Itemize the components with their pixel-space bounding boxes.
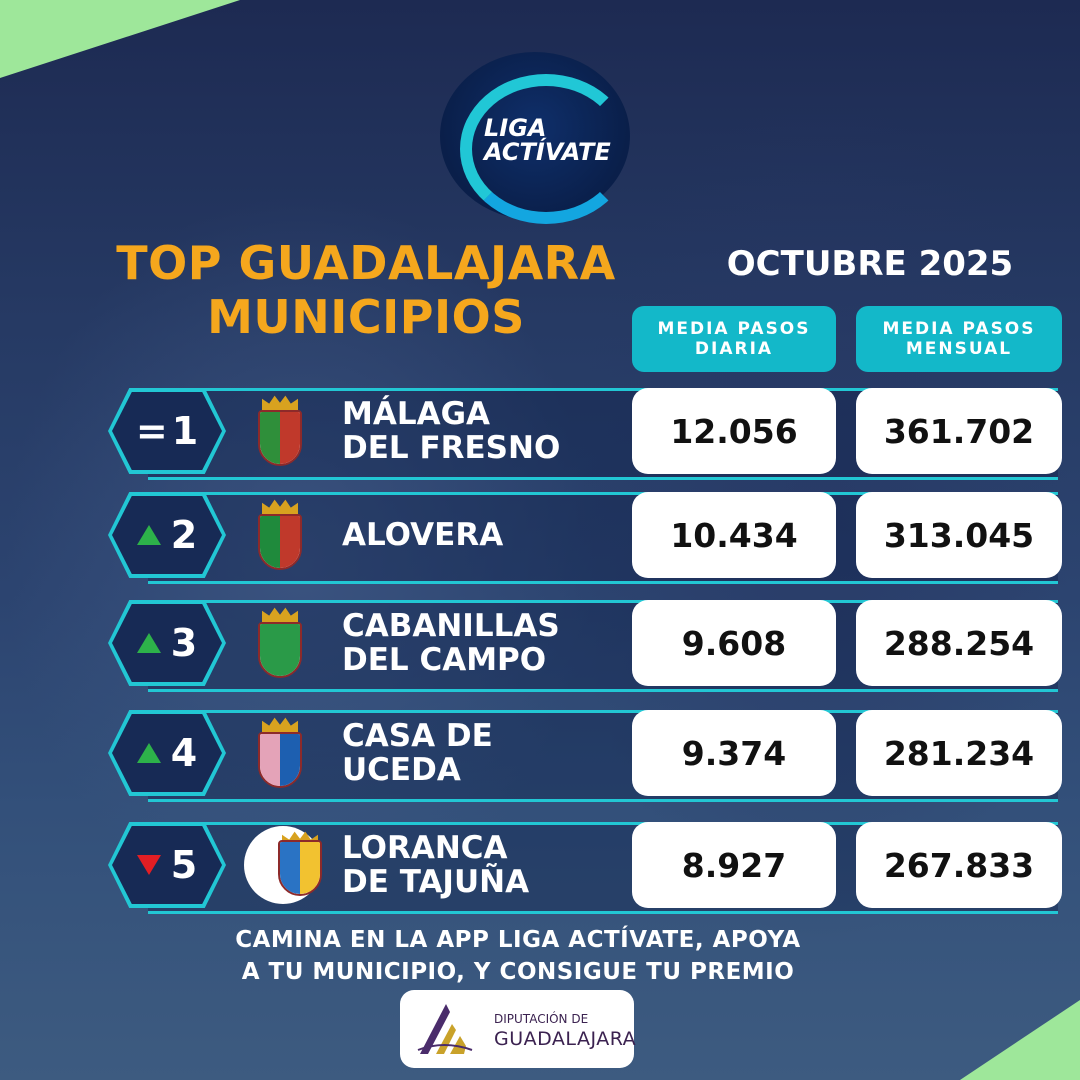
corner-decoration-bottom-right <box>960 1000 1080 1080</box>
municipality-name: ALOVERA <box>342 492 612 578</box>
municipality-crest-icon <box>258 606 302 680</box>
municipality-name-line-1: MÁLAGA <box>342 396 491 432</box>
daily-steps-value: 10.434 <box>632 492 836 578</box>
ranking-row: 2 ALOVERA 10.434 313.045 <box>108 492 1062 584</box>
daily-steps-value: 9.608 <box>632 600 836 686</box>
page-title: TOP GUADALAJARA MUNICIPIOS <box>96 236 636 344</box>
rank-badge: = 1 <box>108 388 226 474</box>
logo-line-1: LIGA <box>484 114 547 142</box>
monthly-steps-value: 313.045 <box>856 492 1062 578</box>
rank-badge: 3 <box>108 600 226 686</box>
rank-number: 2 <box>170 513 198 557</box>
page-title-line-2: MUNICIPIOS <box>207 290 525 344</box>
rank-badge: 2 <box>108 492 226 578</box>
municipality-name-line-2: UCEDA <box>342 752 461 788</box>
liga-activate-logo: LIGA ACTÍVATE <box>440 52 632 224</box>
trend-equal-icon: = <box>135 409 168 453</box>
municipality-name-line-2: DE TAJUÑA <box>342 864 530 900</box>
municipality-name-line-1: ALOVERA <box>342 517 504 553</box>
column-header-daily: MEDIA PASOS DIARIA <box>632 306 836 372</box>
ranking-row: 4 CASA DE UCEDA 9.374 281.234 <box>108 710 1062 802</box>
municipality-crest-icon <box>244 826 322 904</box>
daily-steps-value: 9.374 <box>632 710 836 796</box>
column-header-monthly: MEDIA PASOS MENSUAL <box>856 306 1062 372</box>
trend-down-icon <box>136 855 161 875</box>
call-to-action-line-2: A TU MUNICIPIO, Y CONSIGUE TU PREMIO <box>241 959 795 985</box>
municipality-crest-icon <box>258 716 302 790</box>
sponsor-big-text: GUADALAJARA <box>494 1028 637 1050</box>
trend-up-icon <box>136 633 161 653</box>
municipality-crest-icon <box>258 394 302 468</box>
monthly-steps-value: 288.254 <box>856 600 1062 686</box>
municipality-name: CASA DE UCEDA <box>342 710 612 796</box>
municipality-name: MÁLAGA DEL FRESNO <box>342 388 612 474</box>
diputacion-mark-icon <box>417 1004 473 1054</box>
daily-steps-value: 12.056 <box>632 388 836 474</box>
municipality-crest-icon <box>258 498 302 572</box>
municipality-name-line-2: DEL CAMPO <box>342 642 547 678</box>
trend-up-icon <box>136 525 161 545</box>
column-header-monthly-line-1: MEDIA PASOS <box>882 319 1036 339</box>
rank-number: 1 <box>171 409 199 453</box>
monthly-steps-value: 267.833 <box>856 822 1062 908</box>
ranking-row: 5 LORANCA DE TAJUÑA 8.927 267.833 <box>108 822 1062 914</box>
rank-badge: 5 <box>108 822 226 908</box>
period-label: OCTUBRE 2025 <box>726 244 1014 284</box>
diputacion-logo: DIPUTACIÓN DE GUADALAJARA <box>400 990 637 1068</box>
monthly-steps-value: 281.234 <box>856 710 1062 796</box>
daily-steps-value: 8.927 <box>632 822 836 908</box>
municipality-name-line-1: CASA DE <box>342 718 493 754</box>
municipality-name: LORANCA DE TAJUÑA <box>342 822 612 908</box>
municipality-name: CABANILLAS DEL CAMPO <box>342 600 612 686</box>
column-header-daily-line-2: DIARIA <box>694 339 774 359</box>
call-to-action-line-1: CAMINA EN LA APP LIGA ACTÍVATE, APOYA <box>235 927 801 953</box>
monthly-steps-value: 361.702 <box>856 388 1062 474</box>
municipality-name-line-1: CABANILLAS <box>342 608 560 644</box>
sponsor-small-text: DIPUTACIÓN DE <box>494 1012 589 1026</box>
rank-number: 5 <box>170 843 198 887</box>
column-header-monthly-line-2: MENSUAL <box>905 339 1013 359</box>
rank-number: 4 <box>170 731 198 775</box>
column-header-daily-line-1: MEDIA PASOS <box>657 319 811 339</box>
rank-number: 3 <box>170 621 198 665</box>
ranking-row: = 1 MÁLAGA DEL FRESNO 12.056 361.702 <box>108 388 1062 480</box>
rank-badge: 4 <box>108 710 226 796</box>
corner-decoration-top-left <box>0 0 240 78</box>
call-to-action: CAMINA EN LA APP LIGA ACTÍVATE, APOYA A … <box>160 924 876 988</box>
municipality-name-line-2: DEL FRESNO <box>342 430 561 466</box>
trend-up-icon <box>136 743 161 763</box>
logo-wordmark: LIGA ACTÍVATE <box>484 114 611 166</box>
page-title-line-1: TOP GUADALAJARA <box>116 236 616 290</box>
ranking-row: 3 CABANILLAS DEL CAMPO 9.608 288.254 <box>108 600 1062 692</box>
municipality-name-line-1: LORANCA <box>342 830 508 866</box>
logo-line-2: ACTÍVATE <box>484 138 611 166</box>
